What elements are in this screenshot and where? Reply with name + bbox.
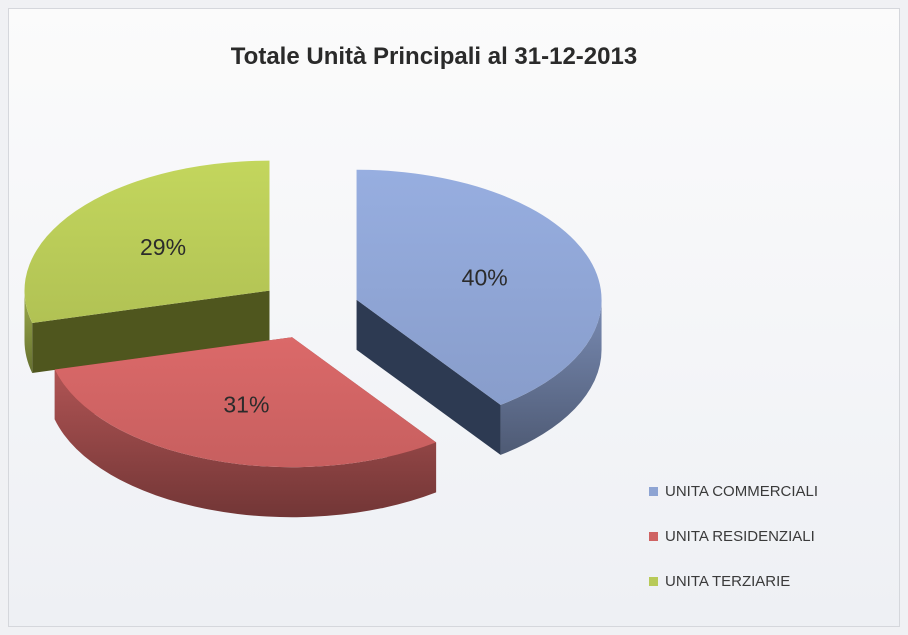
legend-label-residenziali: UNITA RESIDENZIALI (665, 528, 815, 545)
chart-area: Totale Unità Principali al 31-12-2013 29… (8, 8, 900, 627)
legend-label-terziarie: UNITA TERZIARIE (665, 573, 790, 590)
legend-swatch-commerciali (649, 487, 658, 496)
slice-label-commerciali: 40% (462, 265, 508, 291)
legend-item-terziarie: UNITA TERZIARIE (649, 569, 899, 593)
legend-item-commerciali: UNITA COMMERCIALI (649, 479, 899, 503)
slice-label-terziarie: 29% (140, 234, 186, 260)
slice-label-residenziali: 31% (223, 391, 269, 417)
chart-title: Totale Unità Principali al 31-12-2013 (231, 43, 637, 70)
legend-label-commerciali: UNITA COMMERCIALI (665, 483, 818, 500)
pie-slice-terziarie (24, 161, 269, 373)
legend-swatch-residenziali (649, 532, 658, 541)
legend: UNITA COMMERCIALI UNITA RESIDENZIALI UNI… (649, 479, 899, 614)
legend-item-residenziali: UNITA RESIDENZIALI (649, 524, 899, 548)
legend-swatch-terziarie (649, 577, 658, 586)
